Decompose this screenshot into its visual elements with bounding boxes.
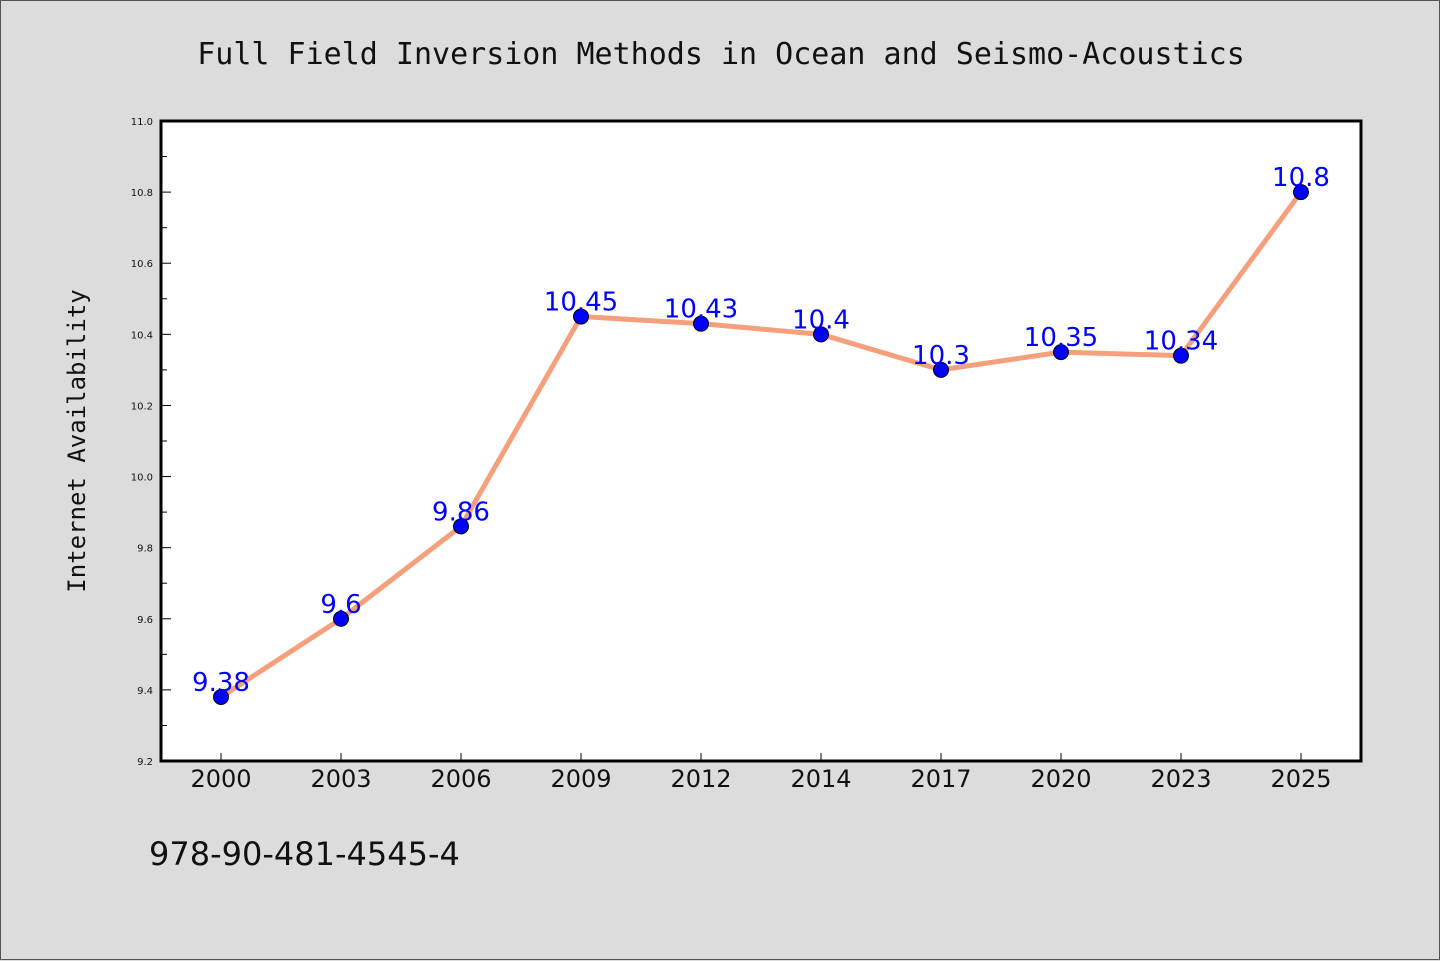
data-label: 9.38 [192,668,250,698]
x-axis: 2000 2003 2006 2009 2012 2014 2017 2020 2023 2025 [190,753,1332,793]
y-tick-label: 10.0 [131,473,153,484]
data-label: 10.4 [792,305,850,335]
data-label: 10.34 [1144,327,1218,357]
data-point [333,610,349,627]
x-tick-label: 2025 [1270,765,1331,793]
data-point [1293,184,1309,201]
data-label: 10.35 [1024,323,1098,353]
y-tick-label: 9.6 [137,615,153,626]
data-point [933,361,949,378]
data-points [213,184,1309,705]
series-line-group [218,189,1304,700]
data-point [453,518,469,535]
data-point [813,326,829,343]
y-tick-label: 10.4 [131,330,153,341]
data-labels: 9.38 9.6 9.86 10.45 10.43 10.4 10.3 10.35 10.34 1… [192,163,1330,698]
y-axis-label: Internet Availability [63,289,91,592]
plot-area [159,119,1363,763]
data-label: 9.86 [432,497,490,527]
y-tick-label: 11.0 [131,117,153,128]
y-tick-label: 10.6 [131,259,153,270]
footnote-isbn: 978-90-481-4545-4 [149,835,460,873]
y-tick-label: 10.8 [131,188,153,199]
y-axis: 9.2 9.4 9.6 9.8 10.0 10.2 10.4 10.6 10.8 11.0 [131,117,171,768]
y-tick-label: 9.8 [137,544,153,555]
x-tick-label: 2020 [1030,765,1091,793]
x-tick-label: 2014 [790,765,851,793]
y-tick-label: 10.2 [131,401,153,412]
data-label: 10.45 [544,288,618,318]
x-tick-label: 2012 [670,765,731,793]
y-tick-label: 9.4 [137,686,153,697]
data-point [213,689,229,705]
y-tick-label: 9.2 [137,757,153,768]
data-point [1053,344,1069,361]
x-tick-label: 2003 [310,765,371,793]
data-point [573,308,589,325]
chart-title: Full Field Inversion Methods in Ocean an… [197,37,1245,72]
x-tick-label: 2017 [910,765,971,793]
x-tick-label: 2009 [550,765,611,793]
data-point [1173,347,1189,364]
data-label: 9.6 [320,590,361,620]
x-tick-label: 2023 [1150,765,1211,793]
series-line [218,189,1304,700]
x-tick-label: 2006 [430,765,491,793]
data-point [693,315,709,332]
x-tick-label: 2000 [190,765,251,793]
data-label: 10.3 [912,341,970,371]
data-label: 10.43 [664,295,738,325]
data-label: 10.8 [1272,163,1330,193]
